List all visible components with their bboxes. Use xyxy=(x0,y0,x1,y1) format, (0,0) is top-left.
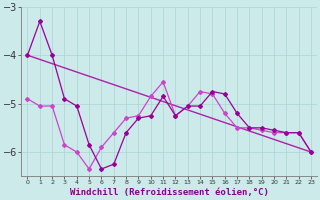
X-axis label: Windchill (Refroidissement éolien,°C): Windchill (Refroidissement éolien,°C) xyxy=(70,188,269,197)
